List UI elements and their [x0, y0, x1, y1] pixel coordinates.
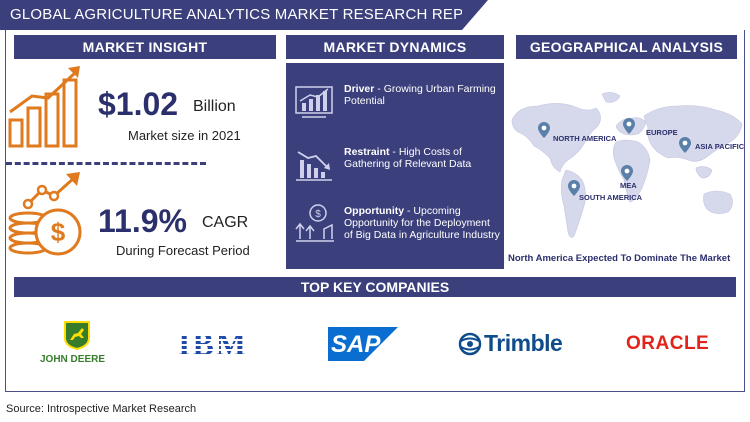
cagr-label: CAGR — [202, 214, 249, 231]
region-mea: MEA — [620, 181, 637, 190]
insight-divider — [6, 162, 206, 165]
driver-description: - Growing Urban Farming Potential — [344, 83, 496, 107]
trimble-wordmark: Trimble — [484, 330, 563, 356]
geo-caption: North America Expected To Dominate The M… — [508, 253, 731, 264]
map-pin-icon — [679, 137, 691, 153]
world-map: NORTH AMERICA EUROPE ASIA PACIFIC MEA SO… — [508, 60, 748, 250]
geographical-analysis-header: GEOGRAPHICAL ANALYSIS — [516, 35, 737, 59]
market-dynamics-panel: Driver - Growing Urban Farming Potential… — [286, 63, 504, 269]
restraint-description: - High Costs of Gathering of Relevant Da… — [344, 146, 472, 170]
opportunity-growth-icon: $ — [295, 204, 334, 242]
market-insight-header: MARKET INSIGHT — [14, 35, 276, 59]
sap-badge-shape — [328, 327, 398, 361]
market-size-unit: Billion — [193, 98, 236, 115]
map-pin-icon — [568, 180, 580, 196]
market-size-caption: Market size in 2021 — [128, 128, 241, 143]
sap-wordmark: SAP — [331, 331, 381, 358]
map-pin-icon — [538, 122, 550, 138]
trimble-logo: Trimble — [458, 330, 578, 360]
dynamics-driver: Driver - Growing Urban Farming Potential — [292, 83, 500, 143]
sap-logo: SAP — [328, 327, 398, 361]
ibm-logo: IBM — [178, 326, 248, 362]
opportunity-label: Opportunity — [344, 205, 405, 217]
market-dynamics-header: MARKET DYNAMICS — [286, 35, 504, 59]
world-map-shape — [511, 92, 743, 238]
opportunity-text: Opportunity - Upcoming Opportunity for t… — [344, 205, 500, 241]
region-south-america: SOUTH AMERICA — [579, 193, 643, 202]
map-pin-icon — [621, 165, 633, 181]
oracle-logo: ORACLE — [626, 333, 710, 354]
opportunity-description: - Upcoming Opportunity for the Deploymen… — [344, 205, 500, 241]
driver-label: Driver — [344, 83, 375, 95]
dynamics-opportunity: $ Opportunity - Upcoming Opportunity for… — [292, 204, 500, 265]
cagr-caption: During Forecast Period — [116, 243, 250, 258]
market-size-value: $1.02 — [98, 86, 179, 122]
infographic-frame — [5, 30, 745, 392]
source-note: Source: Introspective Market Research — [6, 403, 197, 415]
john-deere-wordmark: JOHN DEERE — [40, 354, 106, 365]
trimble-globe-icon — [458, 332, 482, 356]
svg-text:$: $ — [51, 217, 66, 247]
driver-text: Driver - Growing Urban Farming Potential — [344, 83, 500, 107]
declining-chart-icon — [296, 151, 332, 181]
cagr-value: 11.9% — [98, 203, 187, 239]
restraint-text: Restraint - High Costs of Gathering of R… — [344, 146, 500, 170]
map-pin-icon — [623, 118, 635, 134]
bar-growth-icon — [8, 66, 80, 148]
region-europe: EUROPE — [646, 128, 678, 137]
dynamics-restraint: Restraint - High Costs of Gathering of R… — [292, 146, 500, 206]
deer-emblem-icon — [64, 321, 90, 350]
restraint-label: Restraint — [344, 146, 390, 158]
growth-chart-icon — [295, 86, 333, 118]
svg-text:$: $ — [315, 209, 321, 220]
region-asia-pacific: ASIA PACIFIC — [695, 142, 745, 151]
john-deere-logo: JOHN DEERE — [38, 320, 118, 370]
coins-dollar-icon: $ — [8, 172, 82, 256]
region-north-america: NORTH AMERICA — [553, 134, 617, 143]
top-key-companies-header: TOP KEY COMPANIES — [14, 277, 736, 297]
report-title: GLOBAL AGRICULTURE ANALYTICS MARKET RESE… — [10, 6, 496, 23]
report-title-bar: GLOBAL AGRICULTURE ANALYTICS MARKET RESE… — [0, 0, 495, 30]
